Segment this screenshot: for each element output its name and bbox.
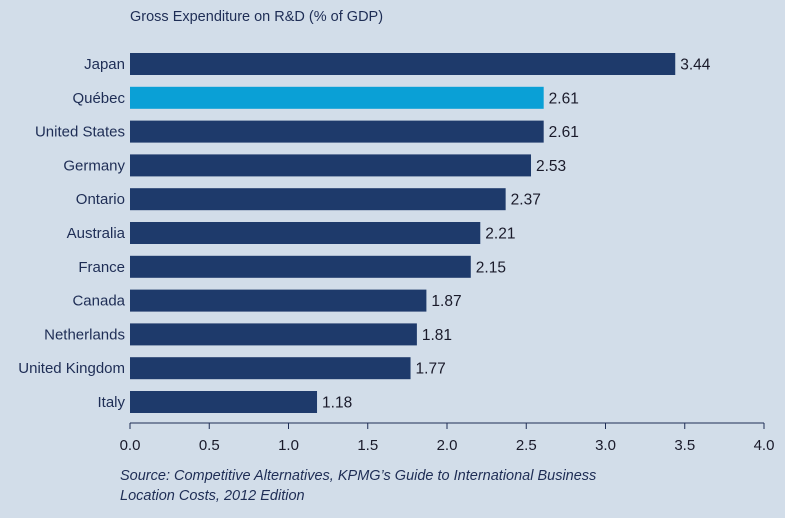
bar-ontario bbox=[130, 188, 506, 211]
value-label-japan: 3.44 bbox=[680, 57, 711, 74]
x-tick-label: 3.0 bbox=[595, 437, 616, 454]
category-label-quebec: Québec bbox=[72, 90, 125, 107]
category-label-ontario: Ontario bbox=[76, 191, 125, 208]
x-tick-label: 1.0 bbox=[278, 437, 299, 454]
x-tick-label: 2.5 bbox=[516, 437, 537, 454]
x-tick-label: 3.5 bbox=[674, 437, 695, 454]
value-label-united-states: 2.61 bbox=[549, 124, 579, 141]
bar-germany bbox=[130, 154, 532, 177]
x-tick-label: 2.0 bbox=[437, 437, 458, 454]
value-label-germany: 2.53 bbox=[536, 158, 566, 175]
source-note: Source: Competitive Alternatives, KPMG’s… bbox=[120, 466, 596, 506]
source-line-2: Location Costs, 2012 Edition bbox=[120, 488, 305, 504]
x-tick-label: 4.0 bbox=[754, 437, 775, 454]
bar-canada bbox=[130, 289, 427, 312]
source-line-1: Source: Competitive Alternatives, KPMG’s… bbox=[120, 468, 597, 484]
value-label-united-kingdom: 1.77 bbox=[416, 361, 446, 378]
category-label-germany: Germany bbox=[63, 157, 125, 174]
chart-title: Gross Expenditure on R&D (% of GDP) bbox=[130, 9, 383, 25]
value-label-canada: 1.87 bbox=[431, 293, 461, 310]
value-label-quebec: 2.61 bbox=[549, 90, 579, 107]
category-label-australia: Australia bbox=[67, 225, 126, 242]
category-label-netherlands: Netherlands bbox=[44, 326, 125, 343]
category-label-united-states: United States bbox=[35, 124, 125, 141]
bar-italy bbox=[130, 391, 318, 413]
category-label-france: France bbox=[78, 259, 125, 276]
bar-australia bbox=[130, 222, 481, 244]
value-label-netherlands: 1.81 bbox=[422, 327, 452, 344]
category-label-italy: Italy bbox=[97, 394, 125, 411]
bar-france bbox=[130, 255, 471, 278]
bar-netherlands bbox=[130, 323, 417, 346]
category-label-united-kingdom: United Kingdom bbox=[18, 360, 125, 377]
bar-united-states bbox=[130, 120, 544, 143]
bar-quebec bbox=[130, 86, 544, 109]
value-label-italy: 1.18 bbox=[322, 395, 352, 412]
x-tick-label: 0.0 bbox=[120, 437, 141, 454]
bar-united-kingdom bbox=[130, 357, 411, 380]
category-label-japan: Japan bbox=[84, 56, 125, 73]
value-label-france: 2.15 bbox=[476, 259, 506, 276]
x-tick-label: 0.5 bbox=[199, 437, 220, 454]
x-tick-label: 1.5 bbox=[357, 437, 378, 454]
bar-japan bbox=[130, 53, 676, 75]
value-label-australia: 2.21 bbox=[485, 226, 515, 243]
category-label-canada: Canada bbox=[72, 293, 125, 310]
value-label-ontario: 2.37 bbox=[511, 192, 541, 209]
